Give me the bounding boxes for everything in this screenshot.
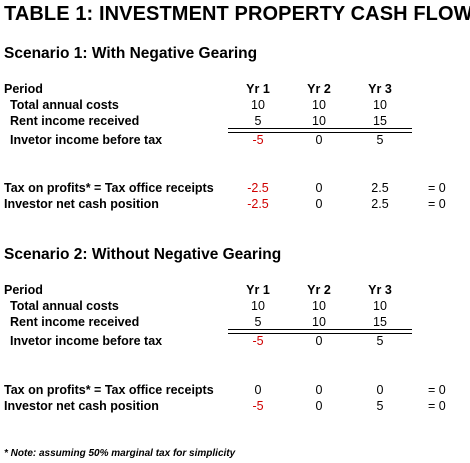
s1-income-label: Invetor income before tax (10, 133, 163, 147)
s1-net-yr1: -2.5 (247, 197, 269, 211)
s2-costs-yr3: 10 (373, 299, 387, 313)
s1-tax-equals: = 0 (428, 181, 446, 195)
table-title: TABLE 1: INVESTMENT PROPERTY CASH FLOW (4, 3, 470, 25)
s1-rent-yr2: 10 (312, 114, 326, 128)
s1-period-label: Period (4, 82, 43, 96)
s1-net-yr3: 2.5 (371, 197, 389, 211)
s1-col-yr1: Yr 1 (246, 82, 270, 96)
s2-total-rule (228, 329, 412, 334)
s2-tax-yr3: 0 (376, 383, 384, 397)
s1-tax-yr1: -2.5 (247, 181, 269, 195)
s2-net-label: Investor net cash position (4, 399, 159, 413)
s2-rent-label: Rent income received (10, 315, 140, 329)
s2-tax-yr2: 0 (315, 383, 323, 397)
s2-tax-equals: = 0 (428, 383, 446, 397)
s2-net-yr3: 5 (376, 399, 384, 413)
s2-rent-yr2: 10 (312, 315, 326, 329)
s2-period-label: Period (4, 283, 43, 297)
s2-net-yr1: -5 (252, 399, 264, 413)
s1-income-yr1: -5 (252, 133, 264, 147)
footnote: * Note: assuming 50% marginal tax for si… (4, 448, 236, 459)
s2-costs-yr1: 10 (251, 299, 265, 313)
s1-col-yr3: Yr 3 (368, 82, 392, 96)
s2-income-label: Invetor income before tax (10, 334, 163, 348)
s2-tax-label: Tax on profits* = Tax office receipts (4, 383, 214, 397)
s1-tax-yr2: 0 (315, 181, 323, 195)
s2-income-yr3: 5 (376, 334, 384, 348)
s2-income-yr2: 0 (315, 334, 323, 348)
s2-rent-yr1: 5 (254, 315, 262, 329)
s2-costs-yr2: 10 (312, 299, 326, 313)
s2-col-yr3: Yr 3 (368, 283, 392, 297)
s2-col-yr1: Yr 1 (246, 283, 270, 297)
s2-income-yr1: -5 (252, 334, 264, 348)
s1-income-yr2: 0 (315, 133, 323, 147)
s2-col-yr2: Yr 2 (307, 283, 331, 297)
s2-costs-label: Total annual costs (10, 299, 119, 313)
s1-net-yr2: 0 (315, 197, 323, 211)
scenario-1-heading: Scenario 1: With Negative Gearing (4, 45, 258, 62)
s1-income-yr3: 5 (376, 133, 384, 147)
s1-rent-label: Rent income received (10, 114, 140, 128)
s2-tax-yr1: 0 (254, 383, 262, 397)
s1-net-label: Investor net cash position (4, 197, 159, 211)
s1-tax-yr3: 2.5 (371, 181, 389, 195)
s2-rent-yr3: 15 (373, 315, 387, 329)
s1-net-equals: = 0 (428, 197, 446, 211)
s1-col-yr2: Yr 2 (307, 82, 331, 96)
scenario-2-heading: Scenario 2: Without Negative Gearing (4, 246, 282, 263)
s1-costs-yr1: 10 (251, 98, 265, 112)
s1-costs-yr2: 10 (312, 98, 326, 112)
s1-tax-label: Tax on profits* = Tax office receipts (4, 181, 214, 195)
s1-total-rule (228, 128, 412, 133)
s1-rent-yr1: 5 (254, 114, 262, 128)
s1-costs-yr3: 10 (373, 98, 387, 112)
s1-rent-yr3: 15 (373, 114, 387, 128)
s1-costs-label: Total annual costs (10, 98, 119, 112)
s2-net-yr2: 0 (315, 399, 323, 413)
s2-net-equals: = 0 (428, 399, 446, 413)
